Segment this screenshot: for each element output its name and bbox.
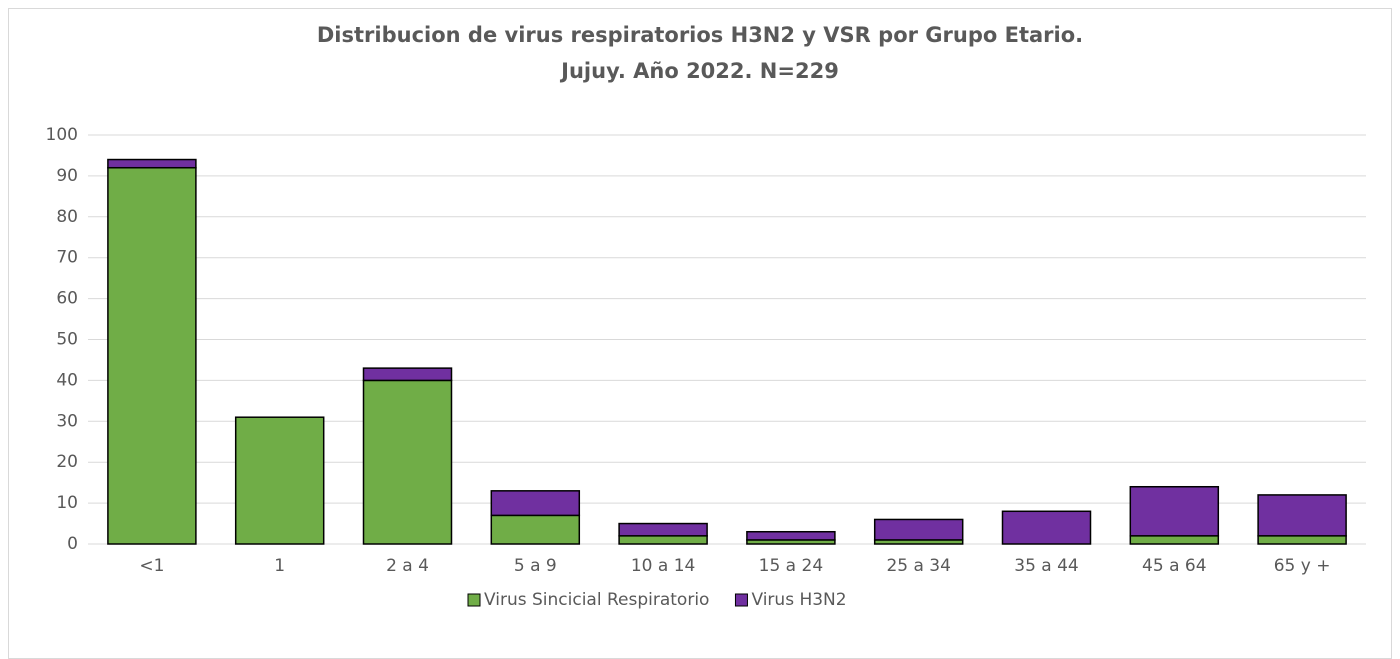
bar-segment [107, 166, 197, 545]
chart-title: Distribucion de virus respiratorios H3N2… [317, 23, 1083, 47]
chart-frame [8, 8, 1392, 659]
x-tick-label: 35 a 44 [1014, 556, 1079, 576]
bar-segment [234, 416, 325, 545]
y-tick-label: 60 [56, 289, 78, 309]
x-tick-label: 65 y + [1274, 556, 1331, 576]
y-tick-label: 80 [56, 207, 78, 227]
bar-segment [746, 530, 836, 541]
x-tick-label: 45 a 64 [1142, 556, 1207, 576]
x-tick-label: 10 a 14 [631, 556, 696, 576]
y-tick-label: 40 [56, 370, 78, 390]
bar-segment [1257, 535, 1347, 545]
y-tick-label: 0 [67, 534, 78, 554]
bar-segment [618, 522, 708, 537]
bar-segment [490, 490, 581, 517]
bar-segment [1001, 510, 1092, 545]
bar-segment [107, 158, 197, 169]
y-tick-label: 50 [56, 330, 78, 350]
bar-segment [618, 535, 708, 545]
x-tick-label: 2 a 4 [386, 556, 429, 576]
x-tick-label: 15 a 24 [759, 556, 824, 576]
y-tick-label: 30 [56, 411, 78, 431]
chart-title: Jujuy. Año 2022. N=229 [559, 59, 839, 83]
x-tick-label: 1 [274, 556, 285, 576]
x-tick-label: 5 a 9 [514, 556, 557, 576]
bar-segment [873, 518, 964, 541]
bar-segment [1257, 494, 1347, 537]
y-tick-label: 100 [46, 125, 78, 145]
bar-segment [1129, 485, 1220, 537]
bar-segment [362, 367, 453, 382]
legend-swatch [467, 593, 481, 607]
y-tick-label: 70 [56, 248, 78, 268]
legend-label: Virus H3N2 [751, 590, 846, 610]
x-tick-label: <1 [139, 556, 164, 576]
x-tick-label: 25 a 34 [886, 556, 951, 576]
legend-swatch [734, 593, 748, 607]
y-tick-label: 10 [56, 493, 78, 513]
bar-segment [490, 514, 581, 545]
y-tick-label: 90 [56, 166, 78, 186]
bar-segment [1129, 535, 1220, 545]
y-tick-label: 20 [56, 452, 78, 472]
bar-segment [362, 379, 453, 545]
legend-label: Virus Sincicial Respiratorio [484, 590, 709, 610]
